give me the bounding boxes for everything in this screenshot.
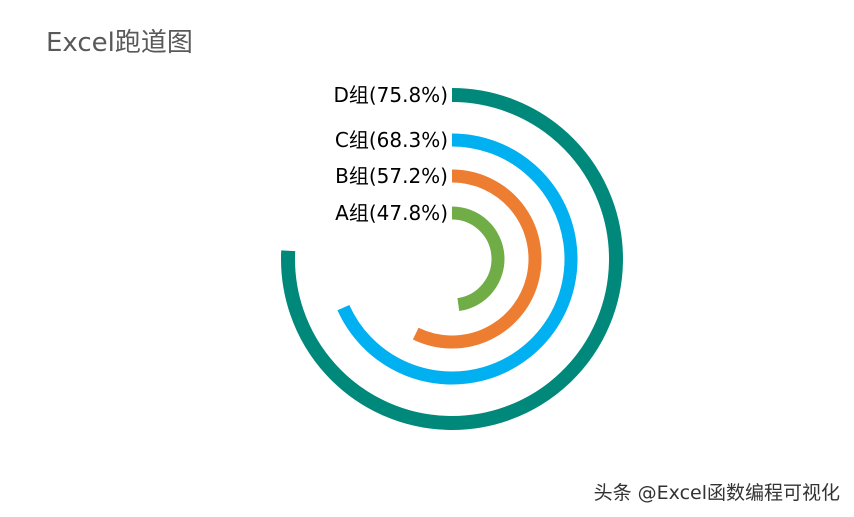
- track-arc-B组: [412, 169, 542, 349]
- chart-title: Excel跑道图: [46, 28, 193, 58]
- track-arc-C组: [337, 133, 578, 385]
- track-label-D组: D组(75.8%): [333, 83, 448, 107]
- chart-tracks: [281, 88, 623, 430]
- track-arc-D组: [281, 88, 623, 430]
- track-label-A组: A组(47.8%): [335, 201, 448, 225]
- track-arc-A组: [451, 206, 505, 311]
- track-label-C组: C组(68.3%): [335, 128, 448, 152]
- chart-labels: A组(47.8%) B组(57.2%) C组(68.3%) D组(75.8%): [333, 83, 448, 225]
- track-label-B组: B组(57.2%): [335, 164, 448, 188]
- watermark: 头条 @Excel函数编程可视化: [593, 482, 840, 504]
